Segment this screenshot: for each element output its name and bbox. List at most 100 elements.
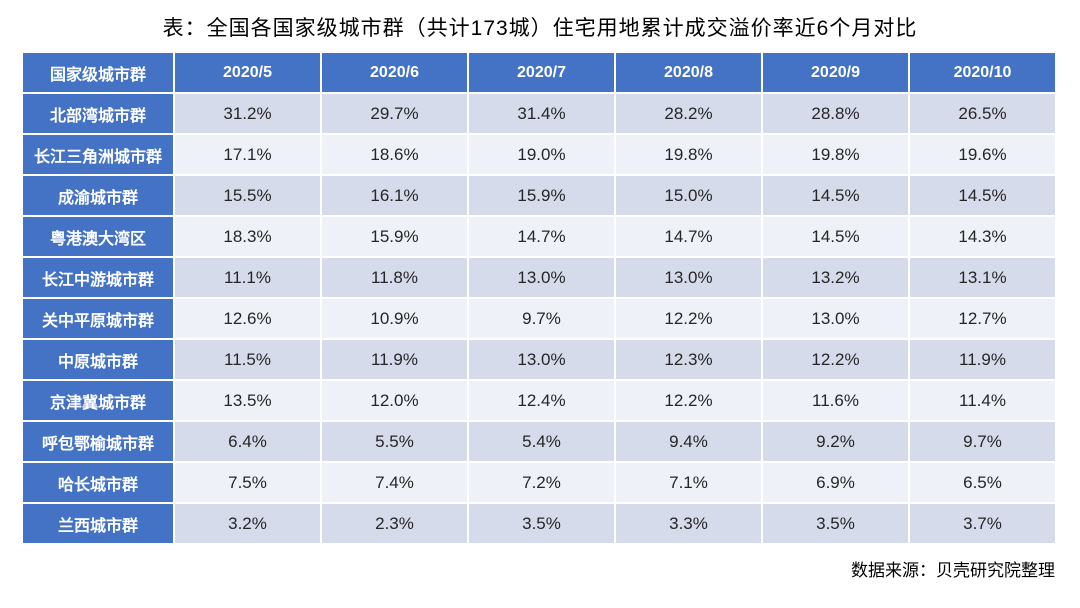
- premium-rate-value: 11.6%: [763, 381, 908, 420]
- premium-rate-value: 14.5%: [910, 176, 1055, 215]
- premium-rate-value: 3.5%: [763, 504, 908, 543]
- premium-rate-value: 18.6%: [322, 135, 467, 174]
- city-cluster-name: 京津冀城市群: [23, 381, 173, 420]
- city-cluster-name: 哈长城市群: [23, 463, 173, 502]
- premium-rate-value: 15.9%: [322, 217, 467, 256]
- premium-rate-value: 12.2%: [763, 340, 908, 379]
- premium-rate-value: 26.5%: [910, 94, 1055, 133]
- premium-rate-value: 11.9%: [322, 340, 467, 379]
- table-row: 成渝城市群 15.5% 16.1% 15.9% 15.0% 14.5% 14.5%: [23, 176, 1055, 215]
- premium-rate-value: 11.8%: [322, 258, 467, 297]
- premium-rate-value: 17.1%: [175, 135, 320, 174]
- premium-rate-value: 29.7%: [322, 94, 467, 133]
- premium-rate-value: 13.0%: [469, 258, 614, 297]
- premium-rate-value: 5.5%: [322, 422, 467, 461]
- premium-rate-value: 9.4%: [616, 422, 761, 461]
- city-cluster-name: 粤港澳大湾区: [23, 217, 173, 256]
- premium-rate-value: 9.2%: [763, 422, 908, 461]
- city-cluster-name: 北部湾城市群: [23, 94, 173, 133]
- premium-rate-value: 6.4%: [175, 422, 320, 461]
- premium-rate-value: 13.5%: [175, 381, 320, 420]
- premium-rate-value: 3.3%: [616, 504, 761, 543]
- table-head: 国家级城市群 2020/5 2020/6 2020/7 2020/8 2020/9 2020…: [23, 53, 1055, 92]
- month-column-header: 2020/8: [616, 53, 761, 92]
- table-row: 呼包鄂榆城市群 6.4% 5.5% 5.4% 9.4% 9.2% 9.7%: [23, 422, 1055, 461]
- premium-rate-value: 16.1%: [322, 176, 467, 215]
- premium-rate-value: 11.5%: [175, 340, 320, 379]
- city-cluster-name: 呼包鄂榆城市群: [23, 422, 173, 461]
- premium-rate-value: 12.2%: [616, 381, 761, 420]
- premium-rate-value: 10.9%: [322, 299, 467, 338]
- month-column-header: 2020/5: [175, 53, 320, 92]
- premium-rate-value: 13.1%: [910, 258, 1055, 297]
- data-source-note: 数据来源：贝壳研究院整理: [851, 561, 1055, 580]
- premium-rate-value: 31.4%: [469, 94, 614, 133]
- premium-rate-value: 9.7%: [469, 299, 614, 338]
- table-body: 北部湾城市群 31.2% 29.7% 31.4% 28.2% 28.8% 26.5% 长江三角…: [23, 94, 1055, 543]
- premium-rate-value: 14.7%: [469, 217, 614, 256]
- premium-rate-value: 12.0%: [322, 381, 467, 420]
- table-row: 关中平原城市群 12.6% 10.9% 9.7% 12.2% 13.0% 12.7%: [23, 299, 1055, 338]
- premium-rate-value: 28.2%: [616, 94, 761, 133]
- premium-rate-value: 14.5%: [763, 176, 908, 215]
- month-column-header: 2020/7: [469, 53, 614, 92]
- city-cluster-name: 兰西城市群: [23, 504, 173, 543]
- premium-rate-value: 19.8%: [763, 135, 908, 174]
- premium-rate-value: 12.2%: [616, 299, 761, 338]
- premium-rate-value: 7.2%: [469, 463, 614, 502]
- premium-rate-value: 6.5%: [910, 463, 1055, 502]
- premium-rate-value: 13.0%: [469, 340, 614, 379]
- premium-rate-value: 12.7%: [910, 299, 1055, 338]
- premium-rate-value: 5.4%: [469, 422, 614, 461]
- premium-rate-value: 7.4%: [322, 463, 467, 502]
- corner-header-cell: 国家级城市群: [23, 53, 173, 92]
- table-row: 中原城市群 11.5% 11.9% 13.0% 12.3% 12.2% 11.9%: [23, 340, 1055, 379]
- header-row: 国家级城市群 2020/5 2020/6 2020/7 2020/8 2020/9 2020…: [23, 53, 1055, 92]
- table-row: 长江中游城市群 11.1% 11.8% 13.0% 13.0% 13.2% 13.1%: [23, 258, 1055, 297]
- premium-rate-value: 28.8%: [763, 94, 908, 133]
- premium-rate-value: 19.0%: [469, 135, 614, 174]
- city-cluster-name: 长江中游城市群: [23, 258, 173, 297]
- premium-rate-value: 18.3%: [175, 217, 320, 256]
- city-cluster-name: 关中平原城市群: [23, 299, 173, 338]
- premium-rate-value: 15.9%: [469, 176, 614, 215]
- premium-rate-value: 12.3%: [616, 340, 761, 379]
- table-row: 京津冀城市群 13.5% 12.0% 12.4% 12.2% 11.6% 11.4%: [23, 381, 1055, 420]
- premium-rate-value: 19.8%: [616, 135, 761, 174]
- premium-rate-value: 7.5%: [175, 463, 320, 502]
- premium-rate-value: 13.0%: [616, 258, 761, 297]
- premium-rate-value: 3.7%: [910, 504, 1055, 543]
- premium-rate-value: 14.7%: [616, 217, 761, 256]
- premium-rate-value: 2.3%: [322, 504, 467, 543]
- premium-rate-value: 3.2%: [175, 504, 320, 543]
- premium-rate-value: 13.2%: [763, 258, 908, 297]
- premium-rate-value: 11.1%: [175, 258, 320, 297]
- premium-rate-value: 11.9%: [910, 340, 1055, 379]
- city-cluster-name: 长江三角洲城市群: [23, 135, 173, 174]
- premium-rate-value: 6.9%: [763, 463, 908, 502]
- table-row: 兰西城市群 3.2% 2.3% 3.5% 3.3% 3.5% 3.7%: [23, 504, 1055, 543]
- premium-rate-value: 12.4%: [469, 381, 614, 420]
- city-cluster-name: 成渝城市群: [23, 176, 173, 215]
- premium-rate-value: 15.0%: [616, 176, 761, 215]
- table-row: 粤港澳大湾区 18.3% 15.9% 14.7% 14.7% 14.5% 14.3%: [23, 217, 1055, 256]
- table-row: 长江三角洲城市群 17.1% 18.6% 19.0% 19.8% 19.8% 19.6%: [23, 135, 1055, 174]
- city-cluster-name: 中原城市群: [23, 340, 173, 379]
- table-title: 表：全国各国家级城市群（共计173城）住宅用地累计成交溢价率近6个月对比: [162, 17, 918, 40]
- premium-rate-value: 3.5%: [469, 504, 614, 543]
- table-row: 哈长城市群 7.5% 7.4% 7.2% 7.1% 6.9% 6.5%: [23, 463, 1055, 502]
- premium-rate-value: 9.7%: [910, 422, 1055, 461]
- premium-rate-table: 国家级城市群 2020/5 2020/6 2020/7 2020/8 2020/9 2020…: [21, 51, 1057, 545]
- premium-rate-value: 11.4%: [910, 381, 1055, 420]
- premium-rate-value: 13.0%: [763, 299, 908, 338]
- month-column-header: 2020/6: [322, 53, 467, 92]
- table-container: 国家级城市群 2020/5 2020/6 2020/7 2020/8 2020/9 2020…: [21, 51, 1059, 545]
- premium-rate-value: 15.5%: [175, 176, 320, 215]
- month-column-header: 2020/9: [763, 53, 908, 92]
- premium-rate-value: 7.1%: [616, 463, 761, 502]
- premium-rate-value: 14.3%: [910, 217, 1055, 256]
- premium-rate-value: 14.5%: [763, 217, 908, 256]
- month-column-header: 2020/10: [910, 53, 1055, 92]
- premium-rate-value: 19.6%: [910, 135, 1055, 174]
- premium-rate-value: 31.2%: [175, 94, 320, 133]
